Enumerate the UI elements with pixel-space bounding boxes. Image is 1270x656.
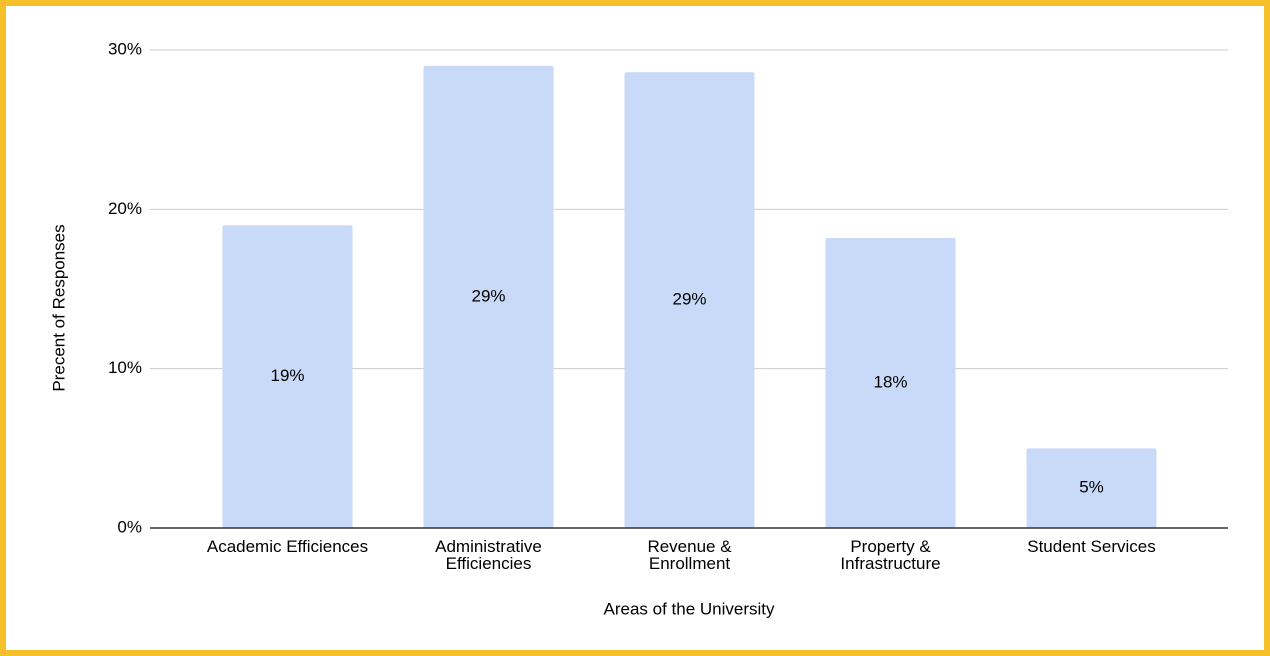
y-tick-label: 20%: [108, 199, 142, 218]
x-tick-label: Academic Efficiences: [206, 537, 369, 556]
x-axis-title: Areas of the University: [603, 599, 775, 618]
y-axis-title: Precent of Responses: [49, 224, 68, 391]
bar: [423, 65, 554, 528]
data-label: 5%: [1079, 478, 1104, 497]
y-tick-label: 30%: [108, 39, 142, 58]
bar: [222, 225, 353, 528]
data-label: 18%: [873, 372, 907, 391]
bar: [624, 72, 755, 528]
x-tick-label: Administrative Efficiencies: [435, 537, 542, 573]
bar: [1026, 448, 1157, 528]
data-label: 29%: [471, 286, 505, 305]
x-tick-label: Property & Infrastructure: [840, 537, 941, 573]
x-tick-label: Student Services: [1027, 537, 1156, 556]
data-label: 29%: [672, 290, 706, 309]
data-label: 19%: [270, 366, 304, 385]
x-tick-label: Revenue & Enrollment: [647, 537, 732, 573]
y-tick-label: 0%: [117, 517, 142, 536]
y-tick-label: 10%: [108, 358, 142, 377]
bar: [825, 238, 956, 528]
